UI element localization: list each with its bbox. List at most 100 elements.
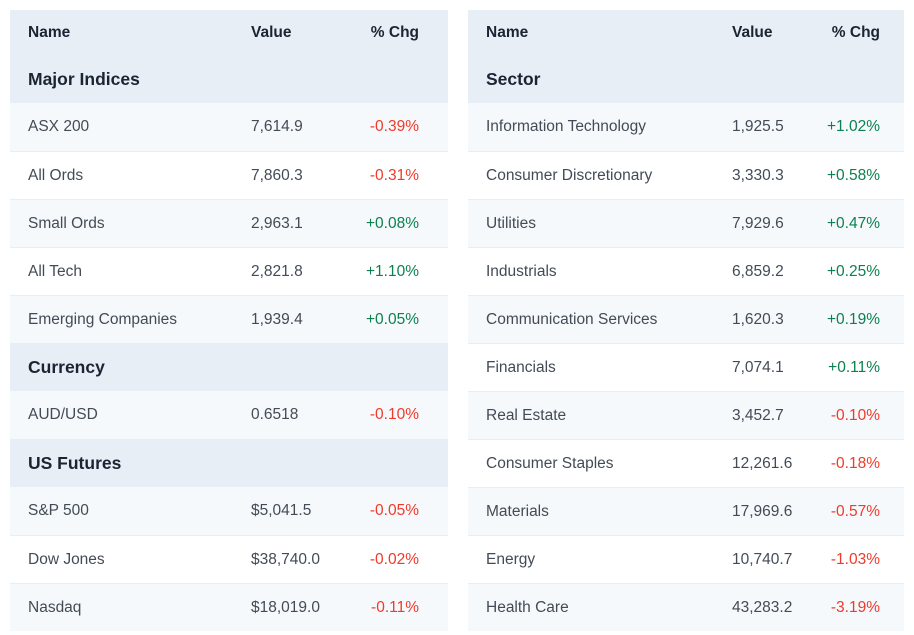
column-header-row: Name Value % Chg (468, 10, 904, 55)
table-row-s-p-500: S&P 500 $5,041.5 -0.05% (10, 487, 448, 535)
row-value: 3,452.7 (732, 406, 784, 424)
column-header-name: Name (486, 23, 529, 41)
row-name: Financials (486, 358, 556, 376)
row-change: -0.39% (369, 118, 419, 135)
section-title-row: Currency (10, 343, 448, 391)
table-row-health-care: Health Care 43,283.2 -3.19% (468, 583, 904, 631)
row-change: +0.11% (828, 358, 880, 376)
row-change: -0.57% (830, 502, 880, 520)
row-value: 10,740.7 (732, 550, 793, 568)
row-value: 43,283.2 (732, 598, 793, 616)
column-header-change: % Chg (831, 23, 880, 41)
row-change: +0.08% (365, 214, 419, 232)
column-header-value: Value (732, 23, 773, 41)
section-title-row: Sector (468, 55, 904, 103)
row-change: -3.19% (830, 598, 880, 616)
row-change: -0.18% (830, 454, 880, 472)
table-row-consumer-discretionary: Consumer Discretionary 3,330.3 +0.58% (468, 151, 904, 199)
row-change: -0.10% (369, 406, 419, 423)
section-title-us-futures: US Futures (28, 452, 122, 473)
row-change: -0.10% (830, 406, 880, 424)
row-value: 2,821.8 (251, 262, 303, 280)
sector-summary-table: Name Value % Chg Sector Information Technolo… (468, 10, 904, 631)
section-sector: Sector Information Technology 1,925.5 +1.02… (468, 55, 904, 631)
table-row-utilities: Utilities 7,929.6 +0.47% (468, 199, 904, 247)
section-major-indices: Major Indices ASX 200 7,614.9 -0.39% All Ord… (10, 55, 448, 343)
section-title-row: Major Indices (10, 55, 448, 103)
table-row-all-ords: All Ords 7,860.3 -0.31% (10, 151, 448, 199)
row-name: Emerging Companies (28, 310, 178, 328)
table-row-industrials: Industrials 6,859.2 +0.25% (468, 247, 904, 295)
section-title-row: US Futures (10, 439, 448, 487)
table-row-information-technology: Information Technology 1,925.5 +1.02% (468, 103, 904, 151)
row-name: Utilities (486, 214, 536, 232)
row-change: -0.31% (369, 166, 419, 184)
row-value: $38,740.0 (251, 550, 320, 568)
row-value: 6,859.2 (732, 262, 784, 280)
table-row-emerging-companies: Emerging Companies 1,939.4 +0.05% (10, 295, 448, 343)
row-name: S&P 500 (28, 502, 89, 519)
row-value: 17,969.6 (732, 502, 793, 520)
table-row-communication-services: Communication Services 1,620.3 +0.19% (468, 295, 904, 343)
table-row-real-estate: Real Estate 3,452.7 -0.10% (468, 391, 904, 439)
row-value: 7,929.6 (732, 214, 784, 232)
row-change: -0.02% (369, 550, 419, 568)
table-row-nasdaq: Nasdaq $18,019.0 -0.11% (10, 583, 448, 631)
row-value: 2,963.1 (251, 214, 303, 232)
row-change: +0.58% (826, 166, 880, 184)
row-value: 12,261.6 (732, 454, 793, 472)
table-row-all-tech: All Tech 2,821.8 +1.10% (10, 247, 448, 295)
row-value: 7,614.9 (251, 118, 303, 135)
row-value: 1,925.5 (732, 118, 784, 135)
row-change: -0.05% (369, 502, 419, 519)
table-row-dow-jones: Dow Jones $38,740.0 -0.02% (10, 535, 448, 583)
row-name: Communication Services (486, 310, 658, 328)
row-change: +0.25% (826, 262, 880, 280)
column-header-name: Name (28, 23, 71, 41)
table-row-energy: Energy 10,740.7 -1.03% (468, 535, 904, 583)
row-value: $18,019.0 (251, 598, 320, 616)
row-value: 1,620.3 (732, 310, 784, 328)
row-name: Nasdaq (28, 598, 82, 616)
row-name: Information Technology (486, 118, 646, 135)
table-row-aud-usd: AUD/USD 0.6518 -0.10% (10, 391, 448, 439)
row-value: $5,041.5 (251, 502, 312, 519)
table-row-small-ords: Small Ords 2,963.1 +0.08% (10, 199, 448, 247)
section-title-sector: Sector (486, 68, 541, 89)
row-name: AUD/USD (28, 406, 98, 423)
row-name: All Tech (28, 262, 82, 280)
market-summary-table: Name Value % Chg Major Indices ASX 200 7,614.… (10, 10, 448, 631)
row-name: Industrials (486, 262, 557, 280)
row-change: +0.47% (826, 214, 880, 232)
section-rows: AUD/USD 0.6518 -0.10% (10, 391, 448, 439)
column-header-value: Value (251, 23, 292, 41)
row-value: 7,860.3 (251, 166, 303, 184)
section-title-currency: Currency (28, 356, 105, 377)
table-row-consumer-staples: Consumer Staples 12,261.6 -0.18% (468, 439, 904, 487)
row-name: ASX 200 (28, 118, 90, 135)
row-name: Consumer Discretionary (486, 166, 653, 184)
section-currency: Currency AUD/USD 0.6518 -0.10% (10, 343, 448, 439)
row-name: Energy (486, 550, 536, 568)
row-name: All Ords (28, 166, 84, 184)
row-name: Health Care (486, 598, 569, 616)
section-rows: ASX 200 7,614.9 -0.39% All Ords 7,860.3 -0.31… (10, 103, 448, 343)
row-value: 1,939.4 (251, 310, 303, 328)
column-header-row: Name Value % Chg (10, 10, 448, 55)
row-value: 3,330.3 (732, 166, 784, 184)
row-name: Dow Jones (28, 550, 105, 568)
row-change: +1.10% (365, 262, 419, 280)
row-name: Consumer Staples (486, 454, 614, 472)
row-change: +0.05% (365, 310, 419, 328)
row-change: -0.11% (371, 598, 419, 616)
row-change: +0.19% (826, 310, 880, 328)
row-change: +1.02% (826, 118, 880, 135)
section-title-major-indices: Major Indices (28, 68, 140, 89)
row-change: -1.03% (830, 550, 880, 568)
table-row-materials: Materials 17,969.6 -0.57% (468, 487, 904, 535)
section-rows: S&P 500 $5,041.5 -0.05% Dow Jones $38,740.0 -… (10, 487, 448, 631)
section-rows: Information Technology 1,925.5 +1.02% Consu… (468, 103, 904, 631)
row-value: 0.6518 (251, 406, 299, 423)
table-row-financials: Financials 7,074.1 +0.11% (468, 343, 904, 391)
